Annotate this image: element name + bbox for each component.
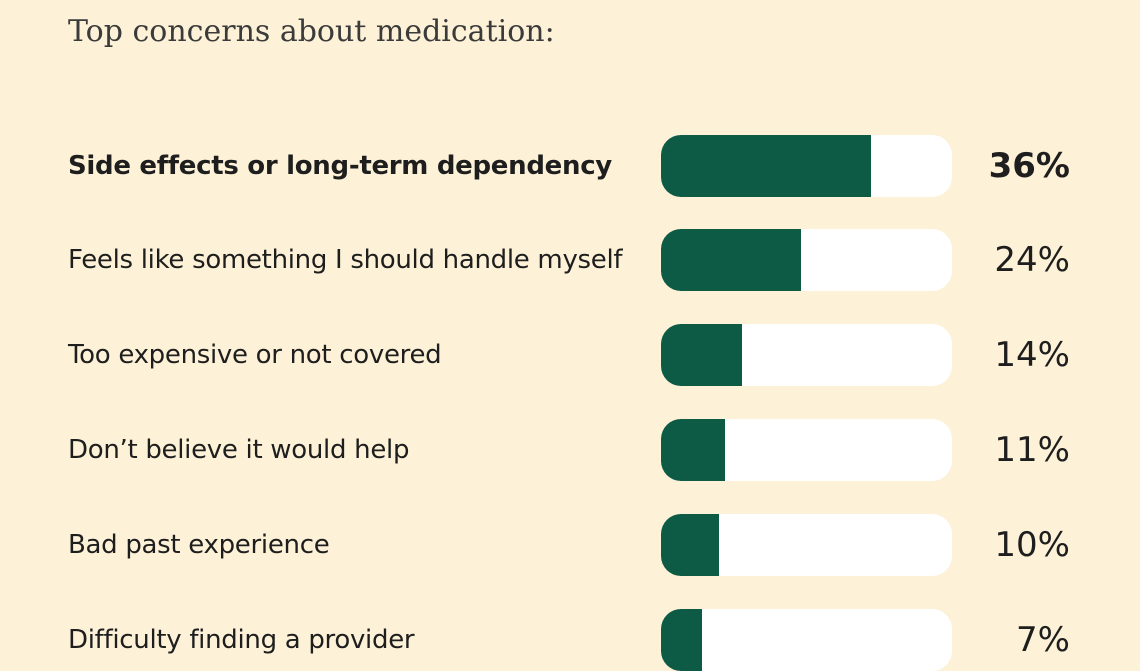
bar-value-label: 14% — [994, 335, 1070, 375]
bar-row: Side effects or long-term dependency 36% — [0, 135, 1140, 197]
bar-fill — [661, 609, 702, 671]
bar-row: Feels like something I should handle mys… — [0, 229, 1140, 291]
bar-value-label: 36% — [988, 146, 1070, 186]
bar-label: Feels like something I should handle mys… — [68, 245, 623, 275]
bar-label: Too expensive or not covered — [68, 340, 442, 370]
bar-track — [661, 609, 952, 671]
bar-track — [661, 419, 952, 481]
chart-title: Top concerns about medication: — [68, 14, 555, 49]
bar-fill — [661, 229, 801, 291]
bar-label: Don’t believe it would help — [68, 435, 410, 465]
bar-track — [661, 135, 952, 197]
bar-value-label: 7% — [1016, 620, 1070, 660]
bar-fill — [661, 514, 719, 576]
bar-fill — [661, 324, 742, 386]
bar-row: Don’t believe it would help 11% — [0, 419, 1140, 481]
bar-label: Side effects or long-term dependency — [68, 151, 612, 181]
bar-label: Difficulty finding a provider — [68, 625, 415, 655]
bar-label: Bad past experience — [68, 530, 330, 560]
bar-track — [661, 229, 952, 291]
bar-fill — [661, 419, 725, 481]
bar-fill — [661, 135, 871, 197]
bar-row: Bad past experience 10% — [0, 514, 1140, 576]
bar-row: Too expensive or not covered 14% — [0, 324, 1140, 386]
bar-row: Difficulty finding a provider 7% — [0, 609, 1140, 671]
bar-track — [661, 514, 952, 576]
bar-value-label: 10% — [994, 525, 1070, 565]
bar-value-label: 11% — [994, 430, 1070, 470]
bar-value-label: 24% — [994, 240, 1070, 280]
bar-track — [661, 324, 952, 386]
